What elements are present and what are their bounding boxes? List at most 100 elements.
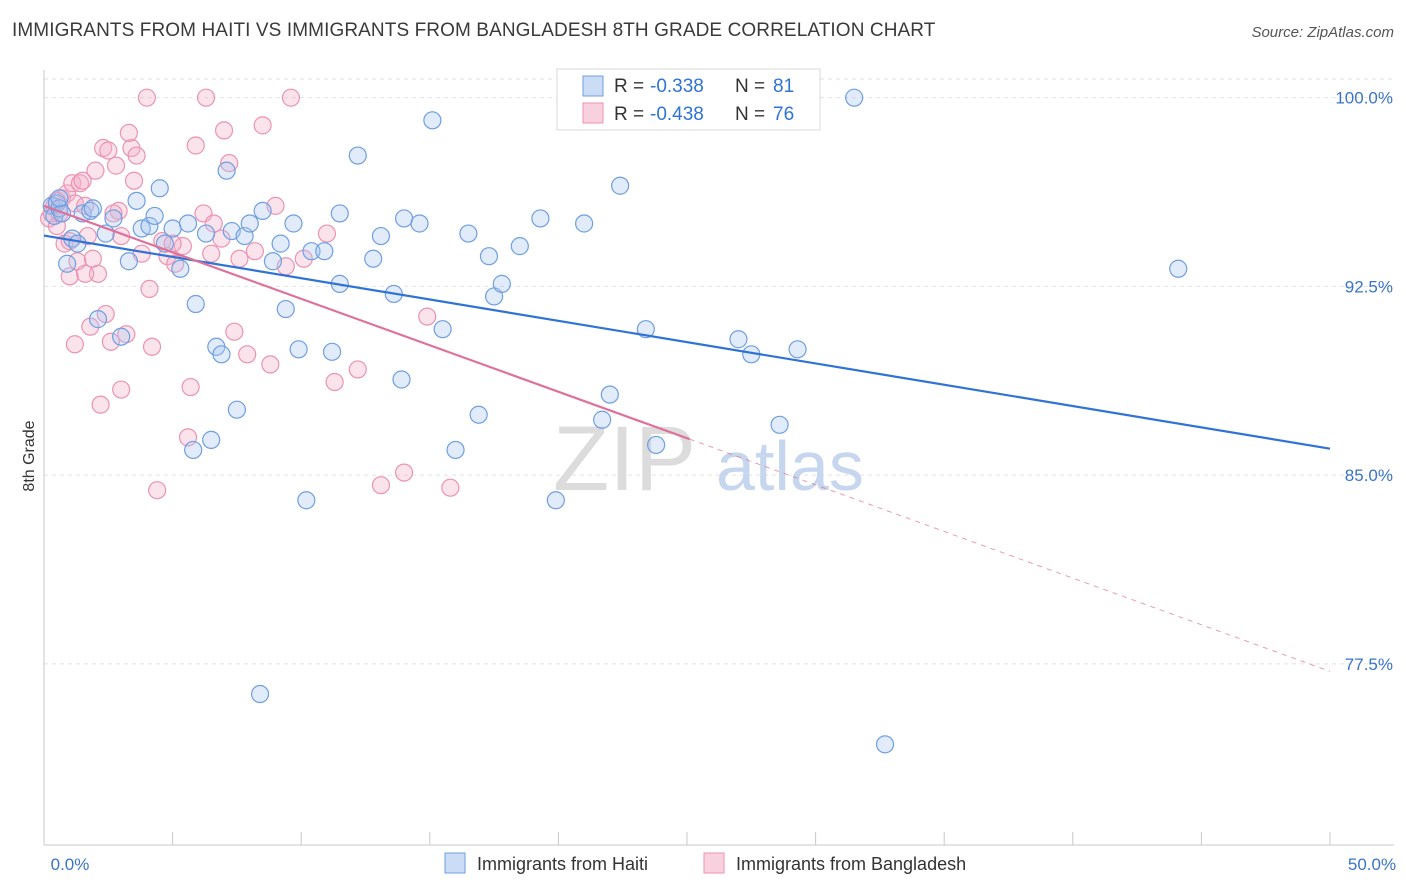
haiti-point [315,242,334,261]
haiti-trend-line [43,234,1331,450]
legend-box: R = -0.338 N = 81 R = -0.438 N = 76 [556,68,821,131]
bangladesh-points [40,88,460,500]
haiti-point [163,219,182,238]
bangladesh-point [214,121,234,140]
bangladesh-point [73,171,92,190]
bangladesh-point [181,377,200,397]
haiti-point [1169,259,1188,278]
bangladesh-point [186,136,205,155]
haiti-point [145,206,164,226]
bottom-legend-haiti-swatch [444,852,466,874]
haiti-point [253,201,272,221]
haiti-point [845,88,864,107]
haiti-point [58,254,77,273]
watermark-atlas: atlas [716,427,864,505]
haiti-point [240,214,259,233]
axes [43,70,1394,846]
haiti-point [593,410,612,429]
bangladesh-point [83,249,102,268]
haiti-point [68,234,87,253]
bangladesh-point [166,254,185,273]
trend-lines [43,204,1331,672]
haiti-point [875,735,895,754]
x-tick-label-min: 0.0% [51,855,90,874]
haiti-point [284,214,303,233]
haiti-point [410,214,429,233]
legend-bangladesh-r-label: R = [614,104,644,125]
bangladesh-point [371,476,391,495]
bangladesh-point [117,325,136,344]
haiti-point [371,226,391,246]
y-tick-labels: 100.0% 92.5% 85.0% 77.5% [1335,89,1393,674]
haiti-point [127,191,146,210]
bangladesh-point [294,249,313,268]
bangladesh-point [127,146,146,165]
haiti-point [348,146,367,165]
haiti-point [217,161,236,180]
haiti-point [423,111,442,130]
bangladesh-point [261,355,280,374]
haiti-point [47,194,66,213]
haiti-point [184,440,203,460]
haiti-point [531,209,550,228]
haiti-point [227,400,246,419]
legend-haiti-swatch [582,75,604,97]
haiti-point [611,176,630,195]
haiti-point [322,342,342,361]
bangladesh-point [225,322,244,341]
haiti-point [770,415,789,434]
bangladesh-point [202,244,221,263]
haiti-point [271,234,290,253]
y-tick-label: 85.0% [1345,466,1393,485]
haiti-point [302,242,321,261]
watermark-zip: ZIP [553,408,696,510]
bangladesh-point [230,249,249,268]
haiti-point [510,237,529,256]
bangladesh-point [245,242,265,261]
bangladesh-point [418,307,437,326]
bangladesh-point [142,337,162,356]
haiti-point [394,209,414,228]
haiti-point [186,294,205,314]
bangladesh-point [76,264,95,283]
haiti-point [729,330,748,349]
bangladesh-point [65,335,84,354]
haiti-point [50,189,69,208]
haiti-point [140,216,159,236]
bangladesh-point [253,116,272,135]
legend-haiti-r-value: -0.338 [650,76,704,97]
bangladesh-point [99,141,118,160]
bangladesh-point [94,138,113,158]
source-label: Source: ZipAtlas.com [1251,24,1394,41]
haiti-point [433,320,452,339]
bangladesh-point [196,88,216,107]
bangladesh-point [204,214,223,233]
haiti-point [276,299,295,319]
bangladesh-point [441,478,460,497]
bottom-legend-bangladesh-swatch [703,852,725,874]
bangladesh-point [70,174,90,193]
haiti-point [88,310,108,329]
bangladesh-point [317,224,337,243]
bottom-legend: Immigrants from Haiti Immigrants from Ba… [444,852,966,874]
haiti-point [83,199,102,218]
haiti-point [81,201,100,221]
haiti-point [636,320,655,339]
bangladesh-point [81,317,100,336]
y-tick-label: 92.5% [1345,277,1393,296]
haiti-point [202,430,221,449]
legend-bangladesh-n-label: N = [735,104,765,125]
bangladesh-point [106,156,126,175]
y-tick-label: 100.0% [1335,89,1393,108]
bangladesh-point [119,123,138,143]
bangladesh-point [148,481,167,500]
haiti-point [479,247,499,266]
haiti-points [42,88,1188,754]
haiti-point [392,370,411,389]
x-ticks [43,832,1331,845]
haiti-point [788,340,807,359]
bangladesh-point [88,264,108,283]
bangladesh-point [86,161,105,180]
bangladesh-point [281,88,301,107]
